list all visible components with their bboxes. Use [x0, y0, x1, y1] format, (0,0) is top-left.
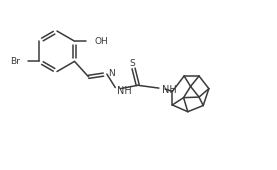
Text: NH: NH: [117, 86, 131, 96]
Text: NH: NH: [162, 85, 176, 95]
Text: OH: OH: [94, 37, 108, 46]
Text: N: N: [108, 69, 115, 78]
Text: Br: Br: [10, 57, 20, 66]
Text: S: S: [130, 59, 135, 68]
